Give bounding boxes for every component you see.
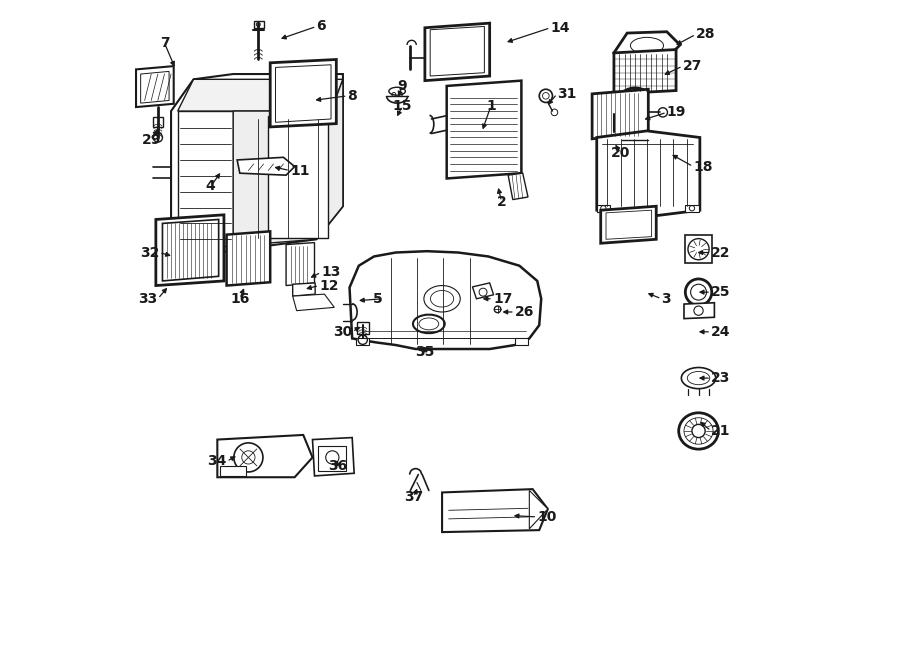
Ellipse shape — [413, 315, 445, 333]
Text: 4: 4 — [206, 179, 216, 194]
Bar — [685, 235, 713, 263]
Polygon shape — [430, 26, 484, 76]
Polygon shape — [275, 65, 331, 122]
Bar — [515, 338, 528, 345]
Polygon shape — [684, 303, 715, 319]
Text: 17: 17 — [493, 292, 512, 306]
Polygon shape — [136, 66, 174, 107]
Polygon shape — [217, 435, 312, 477]
Text: 1: 1 — [486, 98, 496, 113]
Bar — [254, 21, 264, 28]
Polygon shape — [614, 50, 676, 94]
Polygon shape — [140, 71, 169, 103]
Polygon shape — [425, 23, 490, 81]
Polygon shape — [606, 210, 652, 239]
Text: 32: 32 — [140, 245, 159, 260]
Text: 36: 36 — [328, 459, 347, 473]
Polygon shape — [446, 81, 521, 178]
Polygon shape — [177, 111, 233, 246]
Text: 30: 30 — [333, 325, 352, 339]
Polygon shape — [171, 74, 343, 253]
Text: 11: 11 — [290, 163, 310, 178]
Bar — [356, 338, 369, 345]
Text: 15: 15 — [392, 98, 412, 113]
Polygon shape — [312, 438, 355, 476]
Text: 23: 23 — [711, 371, 731, 385]
Text: 24: 24 — [711, 325, 731, 339]
Polygon shape — [177, 79, 343, 111]
Text: 12: 12 — [320, 278, 338, 293]
Text: 6: 6 — [317, 19, 326, 34]
Bar — [597, 205, 610, 212]
Ellipse shape — [389, 87, 405, 95]
Text: 13: 13 — [321, 265, 340, 280]
Text: 21: 21 — [711, 424, 731, 438]
Bar — [153, 117, 163, 127]
Text: 2: 2 — [497, 194, 507, 209]
Text: 25: 25 — [711, 285, 731, 299]
Polygon shape — [238, 157, 294, 175]
Text: 19: 19 — [667, 105, 686, 120]
Polygon shape — [268, 116, 328, 238]
Text: 14: 14 — [551, 20, 570, 35]
Polygon shape — [508, 173, 528, 200]
Polygon shape — [233, 79, 343, 246]
Polygon shape — [597, 131, 700, 217]
Text: 16: 16 — [230, 292, 249, 306]
Text: 22: 22 — [711, 245, 731, 260]
Text: 3: 3 — [662, 292, 671, 306]
Text: 8: 8 — [347, 89, 357, 103]
Polygon shape — [286, 243, 314, 286]
Polygon shape — [349, 251, 541, 349]
Polygon shape — [592, 89, 648, 139]
Text: 33: 33 — [139, 292, 158, 306]
Text: 26: 26 — [515, 305, 535, 319]
Text: 10: 10 — [537, 510, 556, 524]
Text: 31: 31 — [557, 87, 577, 101]
Polygon shape — [600, 206, 656, 243]
Text: 37: 37 — [404, 490, 423, 504]
Polygon shape — [472, 283, 493, 299]
Bar — [318, 446, 346, 471]
Bar — [357, 322, 369, 334]
Polygon shape — [156, 215, 224, 286]
Text: 35: 35 — [415, 344, 435, 359]
Polygon shape — [292, 283, 315, 296]
Ellipse shape — [681, 368, 716, 389]
Polygon shape — [227, 231, 270, 286]
Polygon shape — [292, 294, 334, 311]
Bar — [220, 466, 247, 476]
Polygon shape — [614, 32, 680, 59]
Text: 27: 27 — [683, 59, 702, 73]
Text: 28: 28 — [696, 27, 716, 42]
Text: 18: 18 — [693, 159, 713, 174]
Ellipse shape — [679, 412, 718, 449]
Text: 5: 5 — [373, 292, 382, 306]
Text: 34: 34 — [207, 454, 227, 469]
Polygon shape — [442, 489, 548, 532]
Polygon shape — [529, 490, 548, 529]
Bar — [685, 205, 698, 212]
Text: 20: 20 — [611, 146, 630, 161]
Polygon shape — [270, 59, 337, 127]
Text: 9: 9 — [398, 79, 407, 93]
Text: 7: 7 — [159, 36, 169, 50]
Text: 29: 29 — [141, 133, 161, 147]
Polygon shape — [163, 219, 219, 281]
